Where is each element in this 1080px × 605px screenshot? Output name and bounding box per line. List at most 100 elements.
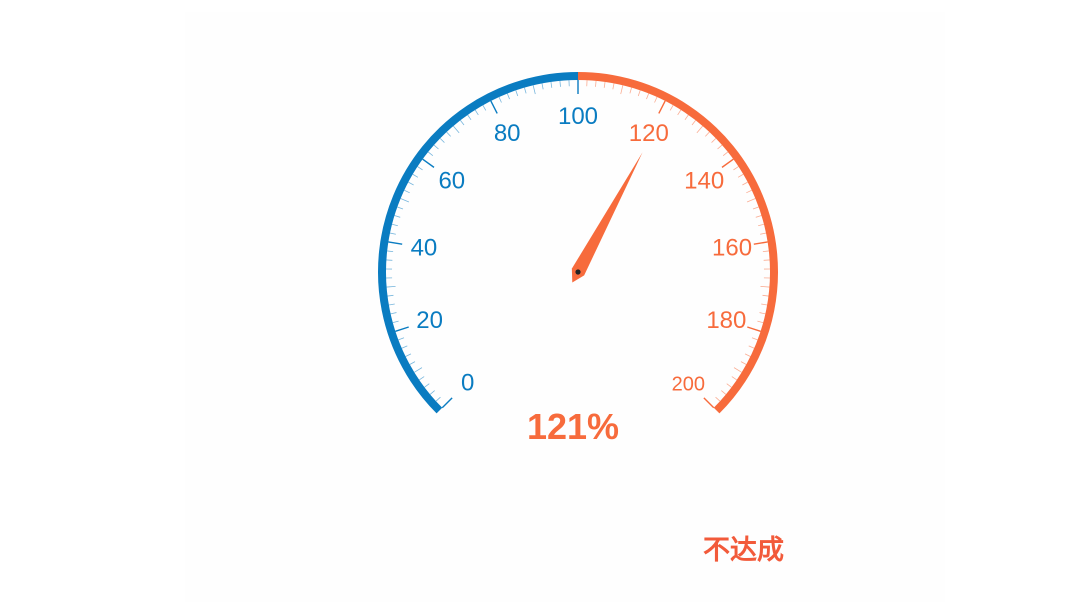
- gauge-tick-label: 40: [411, 235, 438, 262]
- gauge-minor-tick: [474, 109, 479, 116]
- gauge-minor-tick: [620, 85, 624, 95]
- gauge-minor-tick: [726, 383, 732, 388]
- gauge-minor-tick: [760, 232, 767, 235]
- gauge-minor-tick: [748, 345, 755, 349]
- gauge-major-tick: [753, 241, 768, 245]
- gauge-major-tick: [388, 241, 403, 245]
- gauge-bands: [378, 72, 778, 414]
- gauge-minor-tick: [705, 131, 710, 137]
- gauge-minor-tick: [446, 131, 451, 137]
- gauge-minor-tick: [559, 80, 561, 87]
- gauge-minor-tick: [482, 105, 487, 111]
- gauge-minor-tick: [696, 125, 703, 134]
- gauge-minor-tick: [524, 87, 527, 94]
- gauge-minor-tick: [761, 303, 768, 306]
- gauge-minor-tick: [715, 396, 721, 402]
- gauge-minor-tick: [684, 114, 689, 121]
- gauge-minor-tick: [733, 166, 739, 171]
- gauge-minor-tick: [387, 250, 394, 252]
- gauge-major-tick: [703, 397, 715, 409]
- gauge-needle-pivot: [575, 269, 581, 275]
- gauge-tick-label: 20: [416, 307, 443, 334]
- gauge-band-0: [378, 72, 579, 414]
- gauge-minor-tick: [391, 223, 398, 227]
- gauge-minor-tick: [646, 93, 650, 100]
- gauge-minor-tick: [498, 96, 502, 103]
- gauge-major-tick: [395, 326, 409, 332]
- gauge-minor-tick: [460, 120, 465, 126]
- gauge-minor-tick: [746, 189, 752, 194]
- gauge-tick-label: 120: [629, 120, 669, 147]
- gauge-minor-tick: [746, 198, 756, 203]
- gauge-minor-tick: [401, 345, 408, 349]
- gauge-minor-tick: [439, 138, 445, 143]
- gauge-minor-tick: [390, 312, 397, 315]
- gauge-minor-tick: [412, 173, 419, 178]
- gauge-major-tick: [422, 158, 435, 168]
- gauge-minor-tick: [721, 390, 727, 395]
- gauge-tick-label: 0: [461, 369, 474, 396]
- gauge-major-tick: [747, 326, 761, 332]
- gauge-minor-tick: [762, 250, 769, 252]
- gauge-minor-tick: [408, 181, 414, 186]
- gauge-minor-tick: [677, 109, 682, 116]
- gauge-minor-tick: [751, 337, 758, 341]
- gauge-minor-tick: [429, 390, 435, 395]
- gauge-minor-tick: [654, 96, 658, 103]
- gauge-minor-tick: [759, 312, 766, 315]
- gauge-minor-tick: [757, 320, 764, 324]
- gauge-tick-label: 80: [494, 120, 521, 147]
- gauge-minor-tick: [389, 232, 396, 235]
- gauge-needle-group: [571, 152, 643, 283]
- gauge-minor-tick: [760, 285, 770, 288]
- gauge-minor-tick: [691, 120, 696, 126]
- gauge-minor-tick: [404, 189, 410, 194]
- gauge-tick-label: 160: [712, 235, 752, 262]
- gauge-minor-tick: [637, 90, 641, 97]
- gauge-minor-tick: [409, 361, 416, 365]
- gauge-minor-tick: [418, 376, 425, 381]
- gauge-minor-tick: [417, 166, 423, 171]
- gauge-minor-tick: [731, 376, 738, 381]
- gauge-major-tick: [441, 397, 453, 409]
- gauge-minor-tick: [424, 383, 430, 388]
- gauge-tick-label: 140: [684, 167, 724, 194]
- gauge-minor-tick: [612, 83, 615, 90]
- gauge-minor-tick: [752, 206, 759, 210]
- gauge-tick-label: 100: [558, 103, 598, 130]
- gauge-minor-tick: [740, 361, 747, 365]
- gauge-minor-tick: [387, 294, 394, 297]
- gauge-minor-tick: [737, 173, 744, 178]
- gauge-major-tick: [490, 100, 498, 114]
- gauge-minor-tick: [515, 90, 519, 97]
- gauge-minor-tick: [467, 114, 472, 121]
- chart-card: [185, 12, 945, 602]
- gauge-major-tick: [658, 100, 666, 114]
- gauge-minor-tick: [603, 81, 606, 88]
- gauge-minor-tick: [669, 105, 674, 111]
- gauge-minor-tick: [532, 85, 536, 95]
- gauge-minor-tick: [717, 144, 723, 150]
- gauge-major-tick: [721, 158, 734, 168]
- gauge-minor-tick: [742, 181, 748, 186]
- gauge-tick-label: 200: [672, 373, 705, 395]
- gauge-minor-tick: [711, 138, 717, 143]
- gauge-needle: [571, 152, 643, 283]
- gauge-tick-labels: 0 20 40 60 80 100 120 140 160 180 200: [411, 103, 753, 396]
- gauge-minor-tick: [755, 215, 762, 218]
- gauge-minor-tick: [722, 151, 729, 157]
- gauge-minor-tick: [414, 367, 423, 373]
- gauge-tick-label: 180: [706, 307, 746, 334]
- gauge-minor-tick: [397, 206, 404, 210]
- status-label: 不达成: [703, 535, 784, 566]
- gauge-minor-tick: [388, 303, 395, 306]
- gauge-minor-tick: [386, 285, 396, 288]
- gauge-minor-tick: [433, 144, 439, 150]
- gauge-minor-tick: [405, 353, 412, 357]
- gauge-minor-tick: [758, 223, 765, 227]
- gauge-tick-label: 60: [438, 167, 465, 194]
- gauge-minor-tick: [394, 215, 401, 218]
- gauge-minor-tick: [550, 81, 553, 88]
